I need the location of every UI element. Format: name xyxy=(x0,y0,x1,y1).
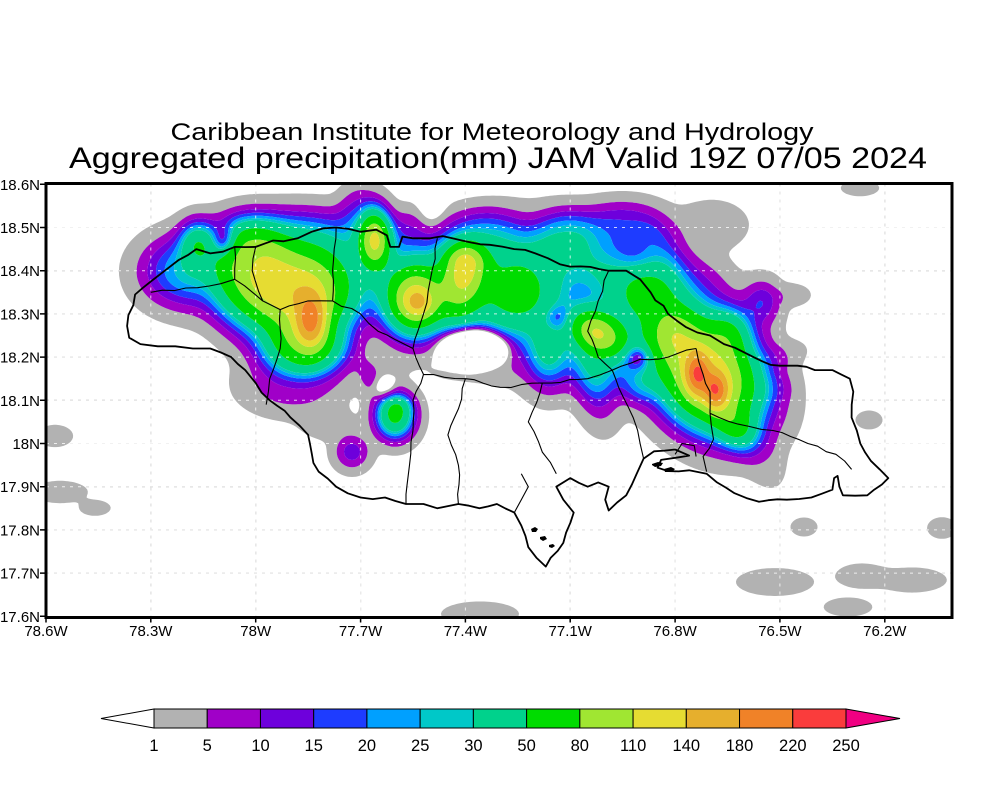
svg-text:110: 110 xyxy=(620,737,646,755)
svg-text:76.2W: 76.2W xyxy=(863,623,907,640)
svg-text:77.4W: 77.4W xyxy=(444,623,488,640)
svg-text:15: 15 xyxy=(305,737,323,755)
svg-text:140: 140 xyxy=(673,737,701,755)
svg-text:50: 50 xyxy=(517,737,535,755)
svg-text:78.3W: 78.3W xyxy=(129,623,173,640)
svg-text:78.6W: 78.6W xyxy=(24,623,68,640)
svg-text:5: 5 xyxy=(203,737,212,755)
svg-text:30: 30 xyxy=(464,737,482,755)
svg-text:250: 250 xyxy=(832,737,860,755)
svg-text:18.3N: 18.3N xyxy=(0,306,40,323)
svg-text:18.5N: 18.5N xyxy=(0,220,40,237)
svg-text:76.8W: 76.8W xyxy=(653,623,697,640)
svg-text:18.6N: 18.6N xyxy=(0,177,40,194)
svg-text:25: 25 xyxy=(411,737,429,755)
svg-text:18.2N: 18.2N xyxy=(0,350,40,367)
svg-text:1: 1 xyxy=(149,737,158,755)
svg-text:17.7N: 17.7N xyxy=(0,566,40,583)
svg-text:76.5W: 76.5W xyxy=(758,623,802,640)
svg-text:18.4N: 18.4N xyxy=(0,263,40,280)
svg-text:180: 180 xyxy=(726,737,754,755)
svg-text:18N: 18N xyxy=(12,436,40,453)
svg-text:18.1N: 18.1N xyxy=(0,393,40,410)
svg-text:17.8N: 17.8N xyxy=(0,522,40,539)
svg-text:17.6N: 17.6N xyxy=(0,609,40,626)
svg-text:10: 10 xyxy=(251,737,269,755)
svg-text:77.7W: 77.7W xyxy=(339,623,383,640)
svg-text:78W: 78W xyxy=(240,623,272,640)
svg-text:Caribbean Institute for Meteor: Caribbean Institute for Meteorology and … xyxy=(171,119,814,146)
svg-text:77.1W: 77.1W xyxy=(549,623,593,640)
svg-text:80: 80 xyxy=(571,737,589,755)
svg-text:20: 20 xyxy=(358,737,376,755)
svg-text:Aggregated precipitation(mm) J: Aggregated precipitation(mm) JAM Valid 1… xyxy=(69,142,927,175)
svg-text:17.9N: 17.9N xyxy=(0,479,40,496)
svg-text:220: 220 xyxy=(779,737,807,755)
